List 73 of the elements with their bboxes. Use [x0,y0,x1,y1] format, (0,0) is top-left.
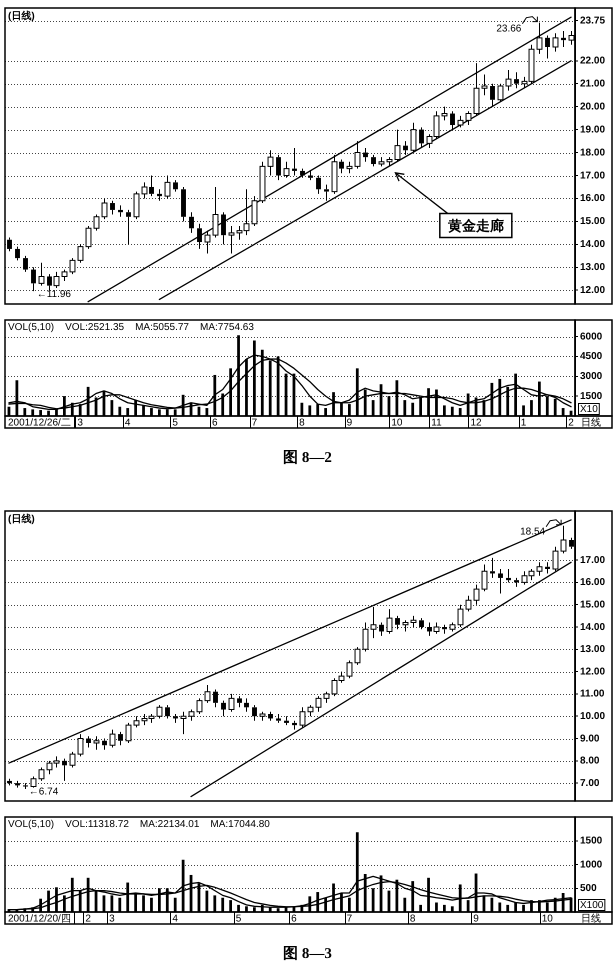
text: 日线 [581,416,601,428]
annotation: 黄金走廊 [446,217,504,234]
caption: 图 8—2 [283,450,332,466]
y-tick-label: 8.00 [580,756,600,767]
x-tick-label: 8 [410,913,416,924]
y-tick-label: 12.00 [580,666,606,678]
y-tick-label: 1000 [580,859,603,870]
x-tick-label: 5 [172,417,178,428]
x-tick-label: 11 [431,417,442,428]
y-tick-label: 17.00 [580,554,606,566]
y-tick-label: 10.00 [580,710,606,722]
y-tick-label: 9.00 [580,733,600,744]
y-tick-label: 16.00 [580,577,606,588]
annotation: VOL:11318.72 [65,818,130,830]
annotation: 23.66 [496,23,522,34]
y-tick-label: 3000 [580,371,603,382]
annotation: MA:17044.80 [210,818,270,830]
annotation: VOL:2521.35 [65,322,125,333]
annotation: MA:7754.63 [200,322,254,333]
text: 2001/12/20/四 [8,913,71,924]
y-tick-label: 19.00 [580,124,606,136]
x-tick-label: 9 [473,913,480,924]
y-tick-label: 6000 [580,331,603,342]
text: X100 [580,900,604,911]
x-tick-label: 4 [172,913,178,924]
annotation: VOL(5,10) [8,322,54,333]
y-tick-label: 11.00 [580,688,605,700]
annotation: MA:22134.01 [140,818,200,830]
x-tick-label: 8 [299,417,306,428]
y-tick-label: 21.00 [580,78,606,90]
y-tick-label: 20.00 [580,101,606,112]
x-tick-label: 10 [391,417,403,428]
x-tick-label: 5 [236,913,242,924]
y-tick-label: 4500 [580,351,603,362]
x-tick-label: 3 [77,417,84,428]
x-tick-label: 2 [568,417,574,428]
chart-title: (日线) [8,512,35,525]
y-tick-label: 7.00 [580,778,600,789]
x-tick-label: 1 [520,417,527,428]
x-tick-label: 7 [346,913,353,924]
y-tick-label: 15.00 [580,599,606,610]
x-tick-label: 6 [291,913,298,924]
y-tick-label: 500 [580,883,598,894]
y-tick-label: 15.00 [580,216,606,228]
y-tick-label: 12.00 [580,284,606,296]
x-tick-label: 6 [212,417,218,428]
x-tick-label: 10 [542,913,554,924]
x-tick-label: 9 [346,417,353,428]
annotation: VOL(5,10) [8,818,54,830]
y-tick-label: 14.00 [580,239,606,250]
annotation: MA:5055.77 [135,322,190,333]
y-tick-label: 13.00 [580,262,606,274]
y-tick-label: 14.00 [580,622,606,633]
x-tick-label: 7 [252,417,258,428]
y-tick-label: 23.75 [580,15,606,26]
text: 2001/12/26/二 [8,417,71,428]
x-tick-label: 12 [470,417,482,428]
caption: 图 8—3 [283,946,332,962]
y-tick-label: 17.00 [580,170,606,182]
annotation: ←6.74 [28,786,59,798]
text: X10 [580,404,598,415]
y-tick-label: 13.00 [580,644,606,656]
y-tick-label: 16.00 [580,193,606,204]
x-tick-label: 4 [124,417,131,428]
annotation: ←11.96 [36,288,72,300]
text: 日线 [581,912,601,924]
chart-title: (日线) [8,10,35,22]
x-tick-label: 3 [109,913,116,924]
y-tick-label: 1500 [580,836,603,846]
y-tick-label: 18.00 [580,147,606,158]
y-tick-label: 22.00 [580,56,606,67]
x-tick-label: 2 [85,913,92,924]
y-tick-label: 1500 [580,390,603,402]
